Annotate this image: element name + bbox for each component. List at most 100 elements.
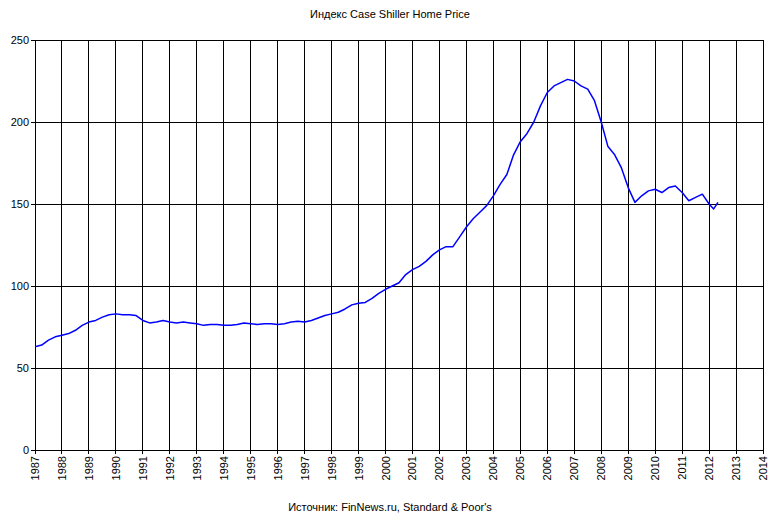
grid-line [35, 286, 763, 287]
tick [35, 450, 36, 454]
grid-line [493, 40, 494, 450]
tick [331, 450, 332, 454]
tick-label: 2006 [541, 456, 553, 480]
tick-label: 1994 [218, 456, 230, 480]
grid-line [35, 368, 763, 369]
tick-label: 2005 [514, 456, 526, 480]
grid-line [304, 40, 305, 450]
tick-label: 1989 [83, 456, 95, 480]
tick-label: 2000 [380, 456, 392, 480]
tick-label: 1998 [326, 456, 338, 480]
tick [142, 450, 143, 454]
tick [115, 450, 116, 454]
tick [88, 450, 89, 454]
tick [763, 450, 764, 454]
tick [31, 40, 35, 41]
plot-frame [35, 40, 763, 450]
grid-line [574, 40, 575, 450]
tick [547, 450, 548, 454]
tick-label: 2012 [703, 456, 715, 480]
grid-line [331, 40, 332, 450]
tick [304, 450, 305, 454]
tick-label: 2011 [676, 456, 688, 480]
grid-line [358, 40, 359, 450]
grid-line [385, 40, 386, 450]
tick [31, 450, 35, 451]
tick-label: 2010 [649, 456, 661, 480]
tick [196, 450, 197, 454]
tick-label: 2002 [433, 456, 445, 480]
tick [385, 450, 386, 454]
tick [682, 450, 683, 454]
tick-label: 2014 [757, 456, 769, 480]
grid-line [439, 40, 440, 450]
grid-line [115, 40, 116, 450]
tick-label: 1992 [164, 456, 176, 480]
tick-label: 2013 [730, 456, 742, 480]
grid-line [169, 40, 170, 450]
tick-label: 2003 [460, 456, 472, 480]
source: Источник: FinNews.ru, Standard & Poor's [288, 501, 492, 513]
tick [628, 450, 629, 454]
grid-line [142, 40, 143, 450]
tick-label: 150 [11, 198, 29, 210]
tick [493, 450, 494, 454]
tick [31, 286, 35, 287]
grid-line [277, 40, 278, 450]
grid-line [223, 40, 224, 450]
tick-label: 2007 [568, 456, 580, 480]
grid-line [736, 40, 737, 450]
tick [709, 450, 710, 454]
tick [520, 450, 521, 454]
grid-line [520, 40, 521, 450]
tick-label: 2004 [487, 456, 499, 480]
grid-line [61, 40, 62, 450]
tick [466, 450, 467, 454]
tick-label: 0 [23, 444, 29, 456]
tick [223, 450, 224, 454]
series-group [35, 79, 718, 346]
grid-line [88, 40, 89, 450]
grid-line [35, 122, 763, 123]
plot-area [35, 40, 763, 450]
tick [169, 450, 170, 454]
grid-line [250, 40, 251, 450]
tick-label: 50 [17, 362, 29, 374]
tick-label: 2009 [622, 456, 634, 480]
grid-line [628, 40, 629, 450]
tick-label: 1995 [245, 456, 257, 480]
tick-label: 1996 [272, 456, 284, 480]
tick [574, 450, 575, 454]
grid-line [682, 40, 683, 450]
grid-line [601, 40, 602, 450]
tick [736, 450, 737, 454]
grid-line [709, 40, 710, 450]
tick [412, 450, 413, 454]
grid-line [196, 40, 197, 450]
tick-label: 100 [11, 280, 29, 292]
grid-line [35, 204, 763, 205]
tick-label: 2008 [595, 456, 607, 480]
title: Индекс Case Shiller Home Price [310, 8, 470, 20]
tick [601, 450, 602, 454]
tick-label: 1988 [56, 456, 68, 480]
tick-label: 1999 [353, 456, 365, 480]
grid-line [466, 40, 467, 450]
tick-label: 250 [11, 34, 29, 46]
grid-line [412, 40, 413, 450]
tick-label: 1990 [110, 456, 122, 480]
tick-label: 2001 [406, 456, 418, 480]
tick [358, 450, 359, 454]
tick [61, 450, 62, 454]
tick [439, 450, 440, 454]
tick-label: 1987 [29, 456, 41, 480]
tick-label: 1991 [137, 456, 149, 480]
tick-label: 200 [11, 116, 29, 128]
grid-line [547, 40, 548, 450]
tick [250, 450, 251, 454]
grid-line [655, 40, 656, 450]
tick [655, 450, 656, 454]
data-line [35, 79, 718, 346]
tick-label: 1997 [299, 456, 311, 480]
tick [31, 368, 35, 369]
